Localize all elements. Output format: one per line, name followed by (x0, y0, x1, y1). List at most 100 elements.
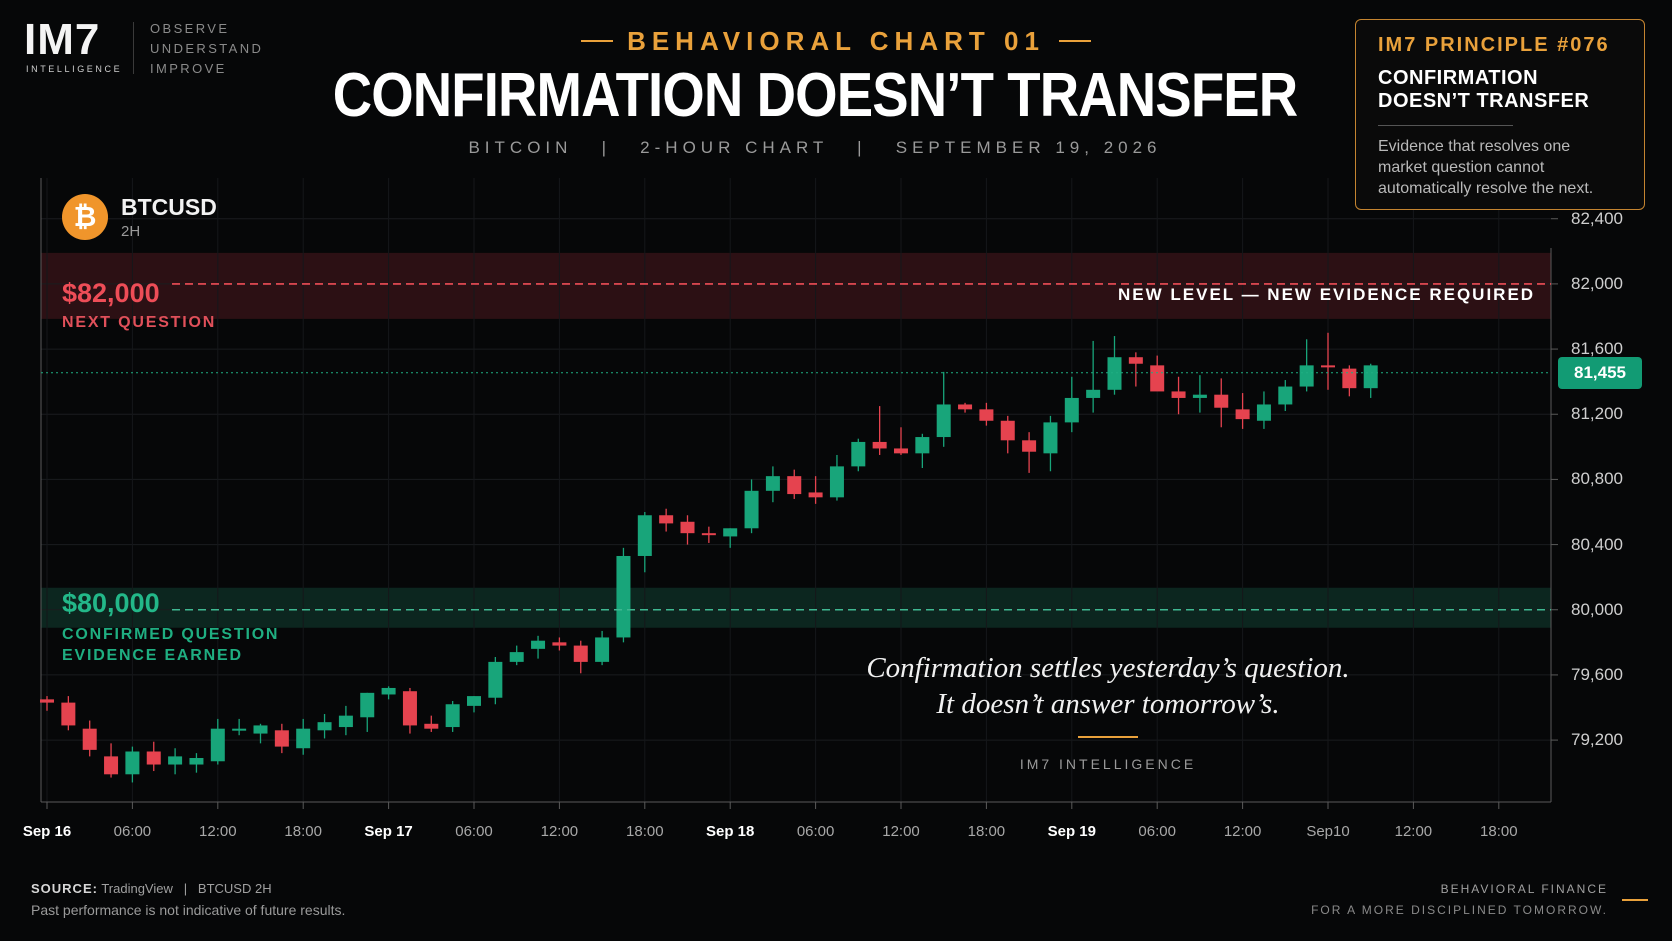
candle (787, 476, 802, 495)
candle (552, 642, 567, 646)
candle (360, 692, 375, 718)
candle (146, 751, 161, 765)
candle (573, 645, 588, 662)
x-tick-label: Sep 16 (22, 823, 72, 840)
candle (1171, 391, 1186, 398)
candle (1192, 394, 1207, 398)
upper-level-note: NEXT QUESTION (62, 314, 217, 331)
principle-text: Evidence that resolves one market questi… (1378, 138, 1594, 197)
candle (1342, 368, 1357, 389)
candle (82, 728, 97, 750)
candle (1150, 365, 1165, 392)
lower-level-price: $80,000 (62, 588, 160, 618)
upper-level-zone (41, 252, 1551, 319)
principle-tag: IM7 PRINCIPLE #076 (1378, 34, 1610, 56)
candle (808, 492, 823, 498)
lower-level-note-2: EVIDENCE EARNED (62, 647, 243, 664)
candle (1107, 357, 1122, 390)
candle (509, 652, 524, 662)
x-tick-label: 12:00 (199, 823, 237, 840)
y-tick-label: 80,400 (1571, 534, 1623, 554)
footer-right-2: FOR A MORE DISCIPLINED TOMORROW. (1311, 903, 1608, 917)
candle (1214, 394, 1229, 408)
x-tick-label: 06:00 (796, 823, 835, 840)
y-tick-label: 80,000 (1571, 599, 1623, 619)
quote-line-2: It doesn’t answer tomorrow’s. (936, 688, 1280, 720)
x-tick-label: 12:00 (1394, 823, 1433, 840)
x-tick-label: Sep 17 (364, 823, 413, 840)
candle (488, 661, 503, 698)
candle (168, 756, 183, 765)
candle (1278, 386, 1293, 405)
bitcoin-icon: ₿ (62, 194, 108, 240)
disclaimer: Past performance is not indicative of fu… (31, 902, 346, 918)
y-tick-label: 79,200 (1571, 730, 1623, 750)
x-tick-label: Sep 18 (706, 823, 755, 840)
candle (402, 691, 417, 726)
candle (61, 702, 76, 726)
y-tick-label: 82,000 (1571, 273, 1623, 293)
candle (296, 728, 311, 749)
candle (723, 528, 738, 537)
lower-level-note: CONFIRMED QUESTION (62, 626, 280, 643)
x-tick-label: 06:00 (1138, 823, 1176, 840)
candle (1256, 404, 1271, 421)
candle (381, 687, 396, 695)
candle (851, 441, 866, 467)
candle (616, 555, 631, 638)
candle (338, 715, 353, 728)
candle (872, 441, 887, 449)
motto-observe: OBSERVE (150, 21, 230, 36)
candle (595, 637, 610, 662)
quote-divider (1078, 736, 1138, 738)
candle (531, 640, 546, 649)
candle (274, 730, 289, 747)
candle (232, 728, 247, 731)
x-tick-label: Sep 19 (1047, 823, 1096, 840)
candle (894, 448, 908, 454)
page-subtitle: BITCOIN | 2-HOUR CHART | SEPTEMBER 19, 2… (468, 138, 1162, 157)
x-tick-label: 12:00 (882, 823, 920, 840)
y-tick-label: 80,800 (1571, 469, 1623, 489)
x-tick-label: 06:00 (113, 823, 152, 840)
candle (659, 515, 674, 524)
candle (1000, 420, 1015, 441)
candle (1363, 365, 1378, 389)
candle (125, 751, 140, 775)
candle (1235, 409, 1250, 420)
candle (317, 722, 332, 731)
footer-accent-rule (1622, 899, 1648, 901)
upper-level-right-note: NEW LEVEL — NEW EVIDENCE REQUIRED (1118, 285, 1536, 304)
current-price-tag: 81,455 (1558, 356, 1642, 389)
candle (1043, 422, 1058, 454)
x-tick-label: 18:00 (626, 823, 664, 840)
candle (829, 466, 844, 498)
instrument-timeframe: 2H (121, 223, 141, 240)
candle (467, 696, 481, 706)
y-tick-label: 82,400 (1571, 208, 1623, 228)
candle (253, 725, 268, 734)
upper-level-price: $82,000 (62, 278, 160, 308)
brand-logo: IM7 (24, 15, 101, 64)
quote-line-1: Confirmation settles yesterday’s questio… (866, 652, 1350, 684)
lower-level-zone (41, 587, 1551, 628)
motto-understand: UNDERSTAND (150, 41, 264, 56)
candle (936, 404, 951, 438)
page-title: CONFIRMATION DOESN’T TRANSFER (332, 61, 1298, 130)
candle (445, 704, 460, 728)
source-line: SOURCE: TradingView | BTCUSD 2H (31, 881, 272, 896)
candle (765, 476, 780, 491)
brand-divider (133, 22, 134, 74)
x-tick-label: 06:00 (455, 823, 493, 840)
candle (915, 437, 930, 454)
candle (744, 490, 759, 529)
chart-kicker: BEHAVIORAL CHART 01 (0, 26, 1672, 57)
footer-right-1: BEHAVIORAL FINANCE (1440, 882, 1608, 896)
candle (104, 756, 119, 775)
candle (1299, 365, 1314, 387)
candle (680, 521, 695, 534)
candle (1022, 440, 1037, 452)
y-tick-label: 79,600 (1571, 664, 1623, 684)
principle-name: CONFIRMATION DOESN’T TRANSFER (1378, 67, 1590, 112)
